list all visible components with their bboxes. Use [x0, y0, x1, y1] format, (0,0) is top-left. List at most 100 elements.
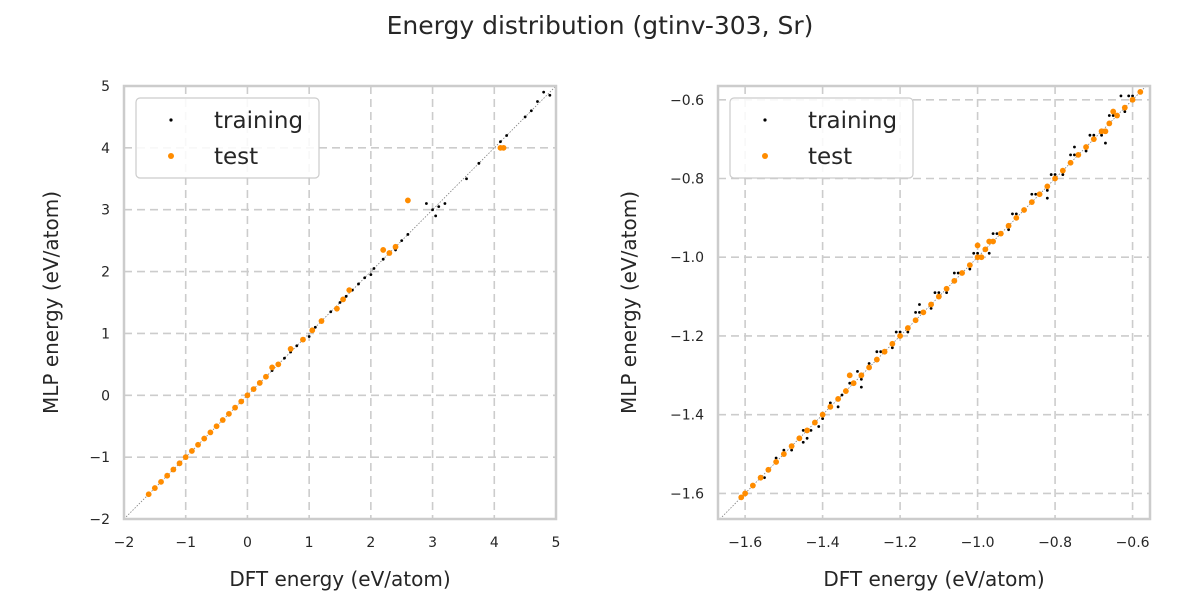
test-point — [244, 392, 251, 399]
y-tick-label: 5 — [101, 79, 110, 95]
training-point — [1011, 212, 1014, 216]
training-point — [1131, 94, 1134, 98]
test-point — [232, 404, 238, 411]
test-point — [850, 380, 857, 387]
training-point — [431, 208, 434, 212]
test-point — [392, 243, 399, 250]
training-point — [1014, 212, 1018, 216]
test-point — [201, 435, 208, 442]
test-point — [1067, 159, 1074, 166]
training-point — [801, 429, 805, 432]
test-point — [380, 247, 387, 253]
test-point — [1028, 199, 1035, 206]
training-point — [307, 335, 311, 338]
test-point — [749, 482, 756, 489]
training-point — [1045, 196, 1049, 200]
training-point — [542, 90, 546, 94]
x-tick-label: 4 — [490, 535, 499, 551]
test-point — [1044, 183, 1051, 190]
legend-marker-training — [763, 118, 767, 122]
training-point — [425, 202, 428, 205]
training-point — [875, 350, 879, 354]
training-point — [1069, 153, 1072, 157]
axes-frame — [716, 84, 1152, 521]
x-tick-label: 2 — [366, 535, 375, 551]
legend-label-test: test — [808, 144, 852, 170]
test-point — [966, 262, 973, 269]
training-point — [1053, 173, 1057, 176]
training-point — [918, 303, 921, 306]
training-point — [437, 205, 441, 209]
training-point — [945, 291, 948, 295]
test-point — [1075, 151, 1082, 158]
training-point — [1045, 188, 1049, 192]
test-point — [1021, 207, 1027, 213]
y-axis-label: MLP energy (eV/atom) — [39, 191, 63, 414]
test-point — [263, 373, 269, 380]
test-point — [928, 301, 934, 308]
test-point — [386, 250, 393, 256]
x-tick-label: −1.2 — [883, 535, 917, 551]
y-tick-label: 4 — [101, 141, 110, 157]
test-point — [788, 443, 795, 450]
training-point — [477, 161, 481, 165]
test-point — [912, 317, 919, 324]
test-point — [404, 197, 411, 204]
test-point — [997, 230, 1004, 237]
test-point — [842, 388, 849, 394]
y-tick-label: −1.0 — [670, 250, 704, 266]
training-point — [1034, 192, 1038, 196]
legend-marker-test — [762, 153, 768, 159]
training-point — [1088, 133, 1092, 137]
training-point — [1111, 114, 1115, 117]
training-point — [856, 369, 859, 373]
test-point — [920, 309, 927, 316]
x-tick-label: 1 — [305, 535, 314, 551]
legend-marker-test — [168, 153, 174, 159]
test-point — [1121, 104, 1128, 111]
test-point — [188, 448, 195, 454]
training-point — [790, 448, 794, 452]
test-point — [309, 327, 316, 334]
training-point — [782, 448, 786, 452]
training-point — [1092, 133, 1096, 137]
training-point — [1084, 149, 1088, 153]
training-point — [536, 100, 539, 103]
y-tick-label: 2 — [101, 265, 110, 281]
test-point — [986, 238, 993, 245]
y-tick-label: 3 — [101, 203, 110, 219]
test-point — [334, 305, 340, 312]
test-point — [1052, 175, 1058, 182]
test-point — [226, 410, 232, 417]
training-point — [929, 307, 933, 310]
test-point — [1114, 112, 1120, 119]
training-point — [972, 251, 976, 255]
y-tick-label: 0 — [101, 388, 110, 404]
test-point — [269, 364, 276, 371]
training-point — [991, 232, 995, 236]
training-point — [821, 417, 825, 421]
test-point — [858, 372, 865, 379]
series-test — [738, 89, 1144, 501]
training-point — [381, 257, 385, 261]
training-point — [894, 330, 898, 334]
training-point — [1123, 110, 1127, 113]
test-point — [819, 411, 826, 418]
test-point — [951, 277, 958, 284]
test-point — [287, 345, 294, 352]
legend-label-training: training — [808, 108, 897, 134]
y-tick-label: −1.4 — [670, 408, 704, 424]
training-point — [338, 301, 342, 304]
training-point — [499, 140, 502, 144]
y-tick-label: −1 — [89, 450, 110, 466]
legend-label-training: training — [214, 108, 303, 134]
training-point — [952, 271, 956, 275]
test-point — [182, 454, 189, 461]
test-point — [889, 340, 896, 347]
test-point — [346, 287, 353, 294]
x-tick-label: −1.6 — [728, 535, 762, 551]
y-tick-label: −1.6 — [670, 486, 704, 502]
test-point — [897, 333, 903, 339]
test-point — [1090, 136, 1097, 143]
